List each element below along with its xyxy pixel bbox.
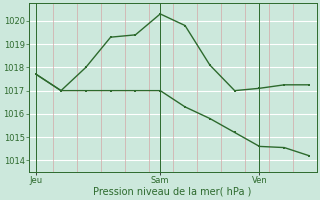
- X-axis label: Pression niveau de la mer( hPa ): Pression niveau de la mer( hPa ): [93, 187, 252, 197]
